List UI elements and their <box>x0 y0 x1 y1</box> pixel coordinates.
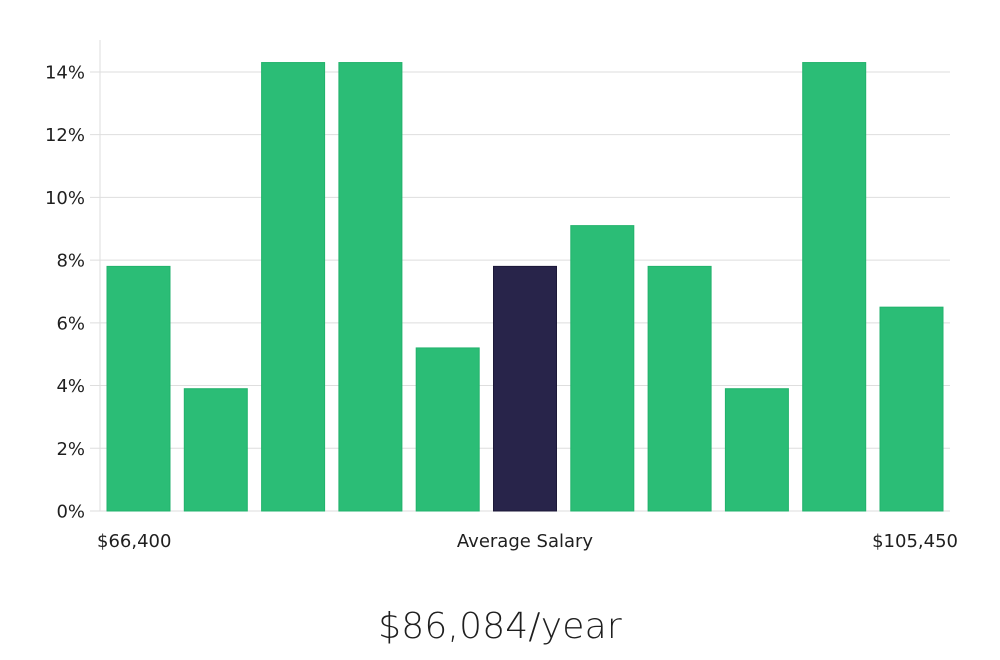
bar <box>802 62 867 512</box>
x-label-min: $66,400 <box>97 531 171 552</box>
bars <box>106 62 944 512</box>
y-tick-label: 2% <box>56 439 85 460</box>
bar <box>261 62 326 512</box>
bar-average-salary <box>493 265 557 512</box>
bar <box>183 388 248 512</box>
y-tick-label: 8% <box>56 251 85 272</box>
bar <box>647 265 712 512</box>
bar <box>570 225 635 512</box>
x-label-max: $105,450 <box>872 531 958 552</box>
y-tick-label: 4% <box>56 376 85 397</box>
x-axis-labels: $66,400 Average Salary $105,450 <box>97 531 958 552</box>
bar <box>338 62 403 512</box>
bar <box>415 347 480 512</box>
y-tick-label: 0% <box>56 502 85 523</box>
y-tick-label: 10% <box>45 188 85 209</box>
bar <box>106 265 171 512</box>
y-tick-label: 14% <box>45 62 85 83</box>
average-salary-summary: $86,084/year <box>378 606 622 647</box>
x-label-average-salary: Average Salary <box>457 531 594 552</box>
y-tick-label: 12% <box>45 125 85 146</box>
bar <box>879 306 944 512</box>
y-axis-ticks: 0% 2% 4% 6% 8% 10% 12% 14% <box>45 62 85 522</box>
bar <box>724 388 789 512</box>
y-tick-label: 6% <box>56 313 85 334</box>
